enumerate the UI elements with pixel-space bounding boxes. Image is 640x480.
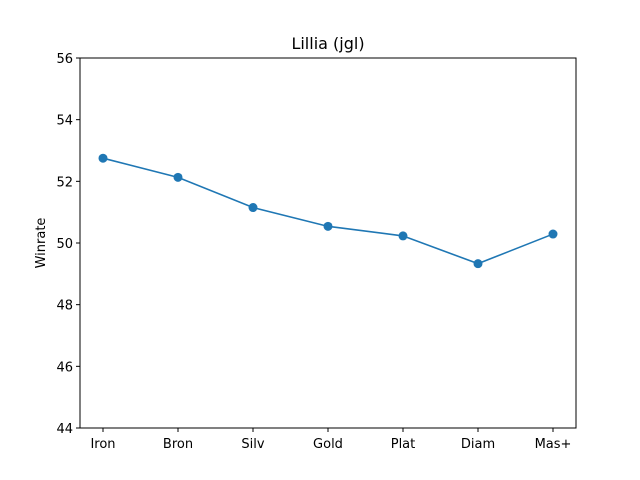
y-tick-label: 44 bbox=[56, 422, 73, 437]
plot-area bbox=[80, 58, 576, 428]
chart-title: Lillia (jgl) bbox=[291, 34, 364, 53]
x-tick-label: Iron bbox=[90, 437, 115, 452]
data-point bbox=[473, 259, 483, 269]
data-point bbox=[98, 153, 108, 163]
x-tick-label: Bron bbox=[163, 437, 193, 452]
data-point bbox=[173, 172, 183, 182]
x-tick-label: Diam bbox=[461, 437, 495, 452]
y-tick-label: 46 bbox=[56, 360, 73, 375]
y-tick-label: 50 bbox=[56, 237, 73, 252]
y-axis-label: Winrate bbox=[34, 218, 49, 269]
data-point bbox=[398, 231, 408, 241]
x-tick-label: Plat bbox=[391, 437, 416, 452]
x-tick-label: Silv bbox=[241, 437, 264, 452]
plot-frame bbox=[79, 57, 577, 429]
y-tick-label: 56 bbox=[56, 52, 73, 67]
series-layer bbox=[98, 153, 558, 269]
data-point bbox=[548, 229, 558, 239]
data-point bbox=[248, 203, 258, 213]
y-tick-label: 52 bbox=[56, 175, 73, 190]
x-tick-label: Gold bbox=[313, 437, 343, 452]
data-point bbox=[323, 221, 333, 231]
y-axis: 44 46 48 50 52 54 56 bbox=[56, 52, 80, 437]
x-tick-label: Mas+ bbox=[535, 437, 572, 452]
y-tick-label: 48 bbox=[56, 299, 73, 314]
y-tick-label: 54 bbox=[56, 114, 73, 129]
x-axis: Iron Bron Silv Gold Plat Diam Mas+ bbox=[90, 428, 571, 452]
